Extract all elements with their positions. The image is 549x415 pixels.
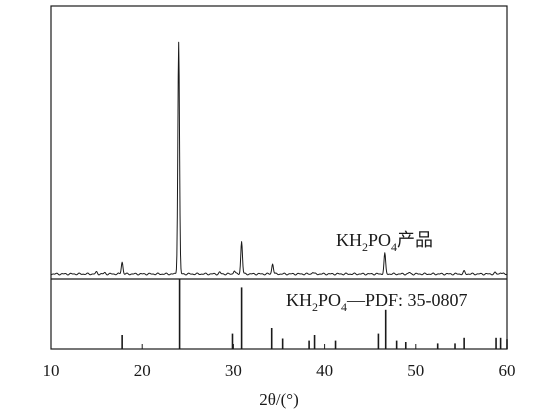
x-tick-label: 60	[499, 361, 516, 380]
x-tick-label: 50	[407, 361, 424, 380]
x-tick-label: 30	[225, 361, 242, 380]
x-axis-ticks: 10 20 30 40 50 60	[43, 344, 516, 380]
x-tick-label: 20	[134, 361, 151, 380]
x-tick-label: 40	[316, 361, 333, 380]
reference-sticks	[121, 279, 508, 349]
reference-label: KH2PO4—PDF: 35-0807	[286, 290, 468, 314]
product-label: KH2PO4产品	[336, 230, 433, 254]
x-axis-label: 2θ/(°)	[259, 390, 299, 409]
plot-frame	[50, 5, 508, 350]
x-tick-label: 10	[43, 361, 60, 380]
product-pattern-line	[50, 41, 508, 276]
